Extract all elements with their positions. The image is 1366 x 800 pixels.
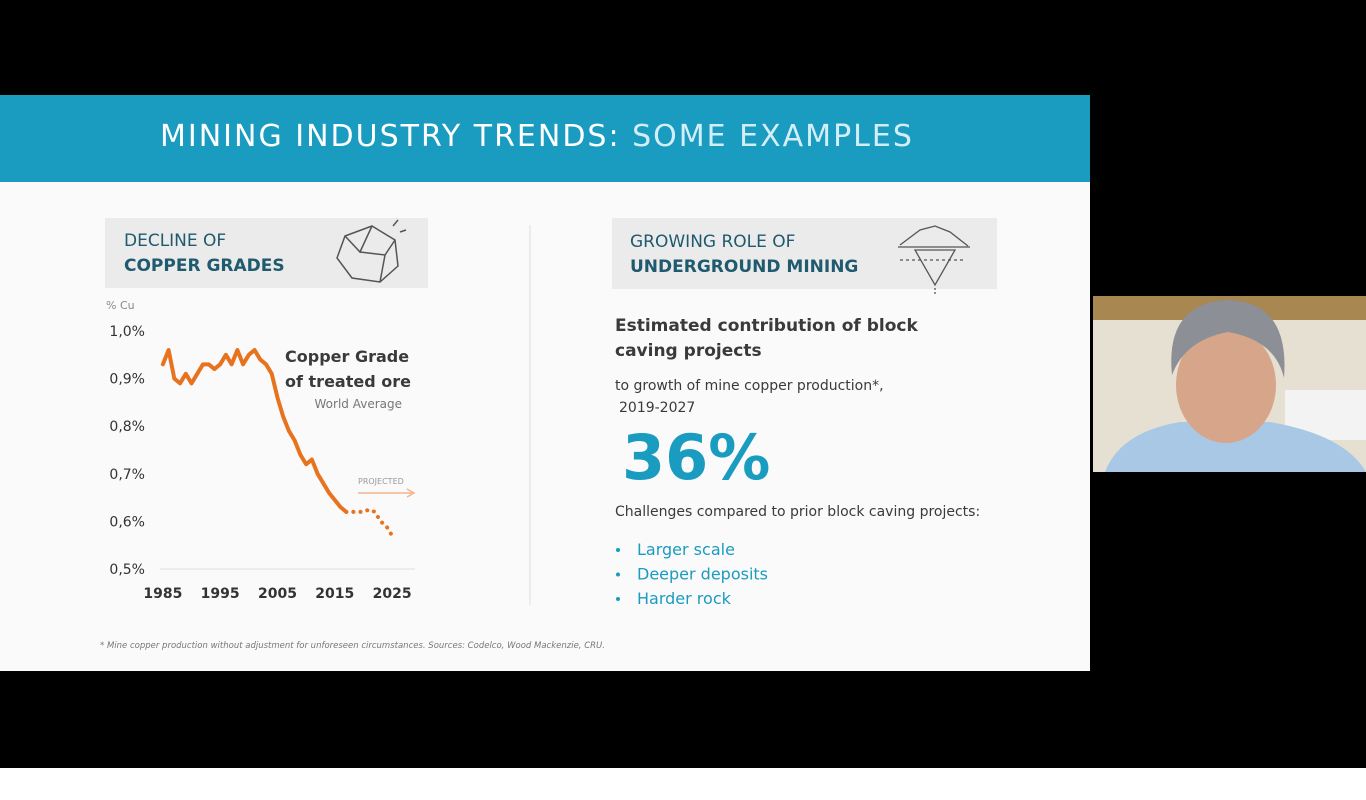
webcam [1093, 296, 1366, 472]
y-tick-label: 0,7% [109, 467, 145, 483]
footnote: * Mine copper production without adjustm… [100, 641, 605, 651]
annotation: PROJECTED [358, 477, 404, 486]
subheading: Estimated contribution of block [615, 316, 918, 336]
webcam-hair [1171, 300, 1285, 378]
projected-arrow [406, 488, 416, 498]
chart: % Cu Copper Grade of treated ore World A… [106, 299, 416, 602]
y-tick-label: 0,5% [109, 562, 145, 578]
title-main: MINING INDUSTRY TRENDS: [160, 119, 621, 154]
challenges-intro: Challenges compared to prior block cavin… [615, 504, 980, 520]
rock-icon [336, 219, 407, 283]
right-header: UNDERGROUND MINING [630, 257, 858, 277]
webcam-shirt [1105, 422, 1366, 472]
subheading: caving projects [615, 341, 762, 361]
left-header: COPPER GRADES [124, 256, 285, 276]
y-tick-label: 0,8% [109, 419, 145, 435]
x-tick-label: 2005 [258, 586, 297, 602]
y-tick-label: 0,9% [109, 372, 145, 388]
subtext: to growth of mine copper production*, [615, 378, 884, 394]
subtext: 2019-2027 [619, 400, 695, 416]
y-tick-label: 1,0% [109, 324, 145, 340]
y-tick-label: 0,6% [109, 514, 145, 530]
x-tick-label: 2025 [373, 586, 412, 602]
title: MINING INDUSTRY TRENDS: SOME EXAMPLES [160, 119, 914, 154]
y-axis-label: % Cu [106, 299, 135, 312]
annotation: of treated ore [285, 372, 411, 391]
bullet-dot [616, 597, 620, 601]
right-header: GROWING ROLE OF [630, 232, 795, 252]
x-tick-label: 2015 [315, 586, 354, 602]
annotation: World Average [315, 397, 402, 411]
webcam-face [1176, 327, 1276, 443]
big-figure: 36% [622, 421, 770, 494]
mine-icon [898, 225, 970, 294]
series-line [344, 507, 395, 538]
left-header: DECLINE OF [124, 231, 226, 251]
bullet-dot [616, 572, 620, 577]
left-header-box [105, 218, 428, 288]
bullet: Deeper deposits [637, 565, 768, 584]
annotation: Copper Grade [285, 347, 409, 366]
right-header-box [612, 218, 997, 289]
bottom-strip [0, 768, 1366, 800]
bullet: Larger scale [637, 540, 735, 559]
bullet-dot [616, 548, 620, 552]
bullet-list: Larger scale Deeper deposits Harder rock [616, 540, 768, 608]
title-banner [0, 95, 1090, 182]
x-tick-label: 1985 [143, 586, 182, 602]
x-tick-label: 1995 [201, 586, 240, 602]
title-accent: SOME EXAMPLES [632, 119, 914, 154]
bullet: Harder rock [637, 589, 732, 608]
series-line [160, 348, 349, 514]
